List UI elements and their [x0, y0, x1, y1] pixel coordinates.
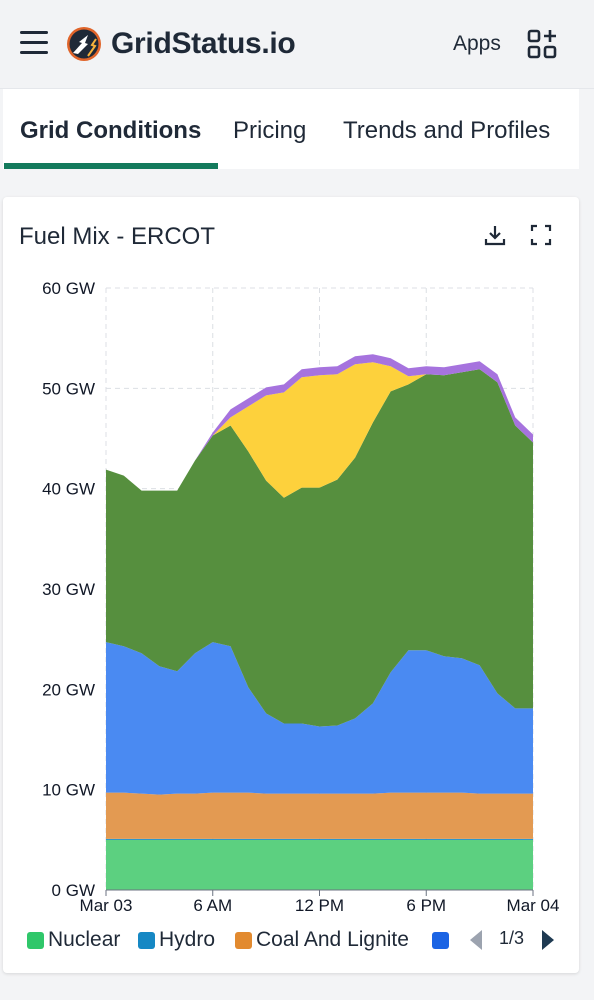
- area-hydro: [106, 838, 533, 840]
- brand-name[interactable]: GridStatus.io: [111, 27, 296, 60]
- legend-swatch-truncated: [432, 932, 449, 949]
- y-tick-label: 10 GW: [42, 781, 95, 800]
- x-tick-label: Mar 03: [80, 896, 133, 915]
- y-tick-label: 40 GW: [42, 480, 95, 499]
- x-tick-label: 12 PM: [295, 896, 344, 915]
- legend-page-indicator: 1/3: [499, 928, 525, 948]
- tab-grid-conditions[interactable]: Grid Conditions: [20, 117, 202, 144]
- tab-pricing[interactable]: Pricing: [233, 117, 307, 144]
- x-tick-label: 6 AM: [193, 896, 232, 915]
- hamburger-menu-icon[interactable]: [20, 31, 48, 55]
- apps-label[interactable]: Apps: [453, 32, 501, 55]
- y-tick-label: 50 GW: [42, 379, 95, 398]
- x-tick-label: 6 PM: [406, 896, 446, 915]
- chart-title: Fuel Mix - ERCOT: [19, 223, 216, 250]
- gridstatus-logo-icon[interactable]: [66, 26, 102, 62]
- chart-legend: Nuclear Hydro Coal And Lignite 1/3: [3, 925, 579, 955]
- legend-label-coal-and-lignite: Coal And Lignite: [256, 928, 409, 951]
- legend-prev-page-icon[interactable]: [468, 929, 484, 951]
- area-wind: [106, 369, 533, 727]
- download-icon[interactable]: [483, 223, 507, 247]
- x-tick-label: Mar 04: [507, 896, 560, 915]
- legend-label-nuclear: Nuclear: [48, 928, 121, 951]
- fullscreen-icon[interactable]: [529, 223, 553, 247]
- legend-swatch-coal-and-lignite: [235, 932, 252, 949]
- legend-next-page-icon[interactable]: [540, 929, 556, 951]
- fuel-mix-chart-card: Fuel Mix - ERCOT 0 GW 10 GW 20 GW 30 GW 40 G…: [3, 197, 579, 973]
- area-nuclear: [106, 839, 533, 890]
- active-tab-indicator: [4, 163, 218, 169]
- legend-swatch-hydro: [138, 932, 155, 949]
- top-navigation-bar: GridStatus.io Apps: [0, 0, 594, 89]
- legend-swatch-nuclear: [27, 932, 44, 949]
- y-tick-label: 30 GW: [42, 580, 95, 599]
- area-solar: [106, 362, 533, 498]
- legend-label-hydro: Hydro: [159, 928, 216, 951]
- y-tick-label: 60 GW: [42, 279, 95, 298]
- area-coal-and-lignite: [106, 792, 533, 839]
- area-natural-gas: [106, 642, 533, 795]
- y-tick-label: 0 GW: [52, 881, 95, 900]
- y-tick-label: 20 GW: [42, 680, 95, 699]
- apps-grid-icon[interactable]: [526, 28, 558, 60]
- tab-bar: Grid Conditions Pricing Trends and Profi…: [3, 89, 579, 169]
- tab-trends-and-profiles[interactable]: Trends and Profiles: [343, 117, 551, 144]
- fuel-mix-area-chart[interactable]: 0 GW 10 GW 20 GW 30 GW 40 GW 50 GW 60 GW Mar 03…: [3, 197, 579, 917]
